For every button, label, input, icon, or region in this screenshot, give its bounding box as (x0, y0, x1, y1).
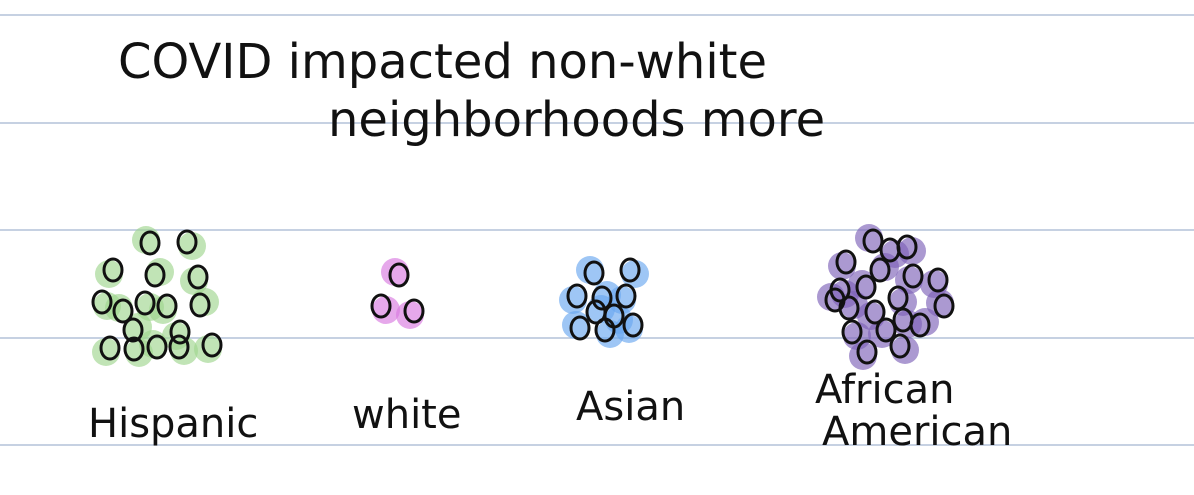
dot-fill (559, 286, 587, 314)
dot-fill (146, 258, 174, 286)
dot-fill (124, 313, 152, 341)
dot-outline (139, 230, 161, 256)
african-american-label-line-2: American (822, 409, 1012, 455)
dot-outline (583, 260, 605, 286)
dot-outline (102, 257, 124, 283)
dot-outline (156, 293, 178, 319)
white-dot-cluster (370, 258, 425, 329)
dot-fill (891, 336, 919, 364)
dot-outline (189, 292, 211, 318)
dot-outline (388, 262, 410, 288)
white-label: white (352, 392, 461, 438)
dot-outline (169, 319, 191, 345)
hispanic-dot-cluster (91, 226, 223, 367)
african-american-label-line-1: African (815, 367, 954, 413)
dot-outline (835, 249, 857, 275)
dot-outline (99, 335, 121, 361)
title-line-1: COVID impacted non-white (118, 34, 767, 90)
dot-fill (615, 315, 643, 343)
dot-outline (864, 299, 886, 325)
dot-outline (889, 333, 911, 359)
asian-label: Asian (576, 384, 685, 430)
dot-fill (396, 301, 424, 329)
dot-outline (856, 339, 878, 365)
dot-outline (134, 290, 156, 316)
asian-dot-cluster (559, 256, 649, 348)
dot-outline (622, 312, 644, 338)
title-line-2: neighborhoods more (328, 92, 825, 148)
dot-outline (591, 285, 613, 311)
dot-outline (902, 263, 924, 289)
dot-outline (112, 298, 134, 324)
dot-outline (615, 283, 637, 309)
dot-outline (869, 257, 891, 283)
dot-outline (187, 264, 209, 290)
dot-outline (879, 237, 901, 263)
dot-fill (92, 338, 120, 366)
hispanic-label: Hispanic (88, 401, 258, 447)
dot-fill (372, 296, 400, 324)
dot-outline (875, 317, 897, 343)
dot-outline (569, 315, 591, 341)
dot-outline (594, 317, 616, 343)
dot-outline (585, 299, 607, 325)
dot-outline (933, 293, 955, 319)
dot-outline (168, 334, 190, 360)
dot-fill (194, 335, 222, 363)
dot-outline (841, 319, 863, 345)
dot-fill (178, 232, 206, 260)
african-american-dot-cluster (817, 224, 955, 370)
dot-outline (146, 334, 168, 360)
dot-outline (566, 283, 588, 309)
dot-fill (881, 240, 909, 268)
dot-outline (122, 317, 144, 343)
dot-outline (909, 312, 931, 338)
dot-outline (619, 257, 641, 283)
dot-outline (370, 293, 392, 319)
dot-outline (862, 228, 884, 254)
dot-outline (144, 262, 166, 288)
dot-outline (176, 229, 198, 255)
dot-fill (911, 308, 939, 336)
dot-outline (201, 332, 223, 358)
dot-outline (123, 336, 145, 362)
dot-fill (849, 342, 877, 370)
dot-outline (824, 287, 846, 313)
dot-fill (95, 260, 123, 288)
dot-fill (191, 288, 219, 316)
dot-outline (91, 289, 113, 315)
dot-outline (403, 298, 425, 324)
ruled-lines (0, 14, 1194, 446)
dot-outline (855, 274, 877, 300)
dot-outline (927, 267, 949, 293)
